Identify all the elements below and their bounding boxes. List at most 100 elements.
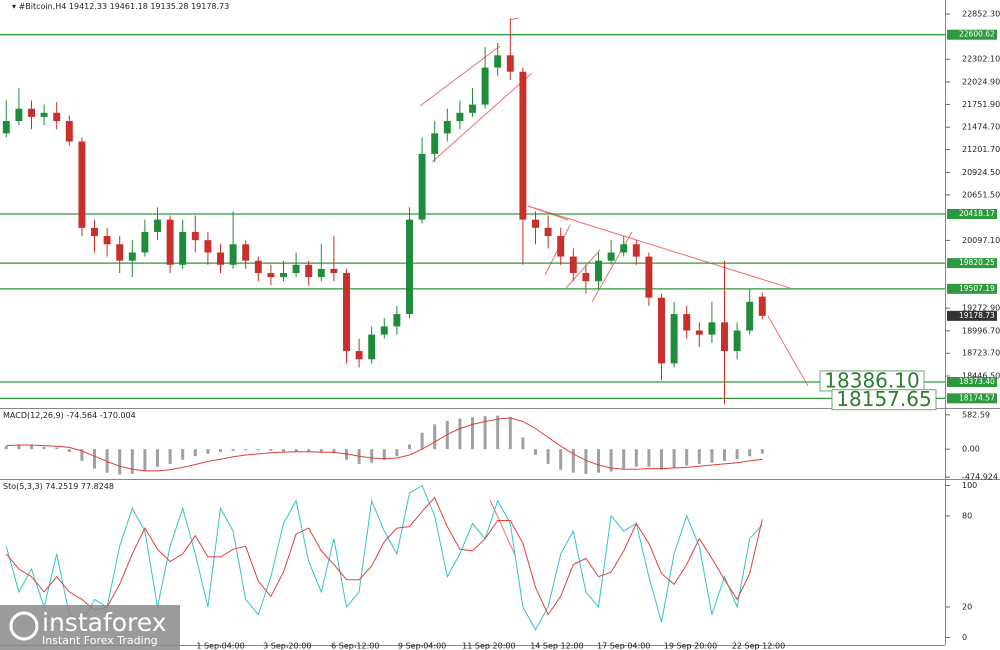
candle-body — [380, 326, 388, 335]
candle-body — [217, 252, 224, 265]
candle-body — [166, 219, 174, 265]
candle-body — [15, 108, 23, 122]
macd-bar — [496, 415, 500, 450]
macd-bar — [534, 449, 537, 456]
y-tick-label: 22302.10 — [962, 55, 1000, 64]
candle-body — [179, 231, 187, 265]
trend-line — [591, 231, 633, 303]
macd-bar — [244, 449, 248, 451]
candle-body — [607, 252, 615, 261]
y-tick-label: 80 — [962, 511, 972, 520]
macd-bar — [546, 449, 550, 464]
logo-icon — [9, 611, 39, 641]
trend-line — [565, 249, 601, 289]
trend-line — [419, 45, 501, 107]
candle-body — [191, 231, 199, 241]
y-tick-label: 20 — [962, 603, 972, 612]
macd-signal-line — [6, 417, 763, 472]
candle-body — [469, 104, 476, 113]
stoch-signal-last: 77.8248 — [81, 482, 114, 491]
macd-bar — [408, 444, 411, 450]
x-tick-label: 3 Sep 20:00 — [263, 642, 311, 650]
macd-bar — [332, 449, 336, 454]
dropdown-icon: ▾ — [12, 2, 19, 11]
level-tag — [947, 209, 997, 220]
macd-bar — [647, 449, 651, 467]
level-label: 20418.17 — [959, 209, 995, 218]
candle-body — [229, 244, 237, 265]
candle-body — [532, 219, 539, 228]
candle-body — [645, 256, 653, 298]
price-annotation: 18386.10 — [824, 368, 919, 392]
trend-line — [431, 72, 533, 163]
macd-bar — [571, 449, 575, 473]
candle-body — [418, 153, 426, 220]
y-tick-label: 22024.90 — [962, 78, 1000, 87]
y-tick-label: 21201.70 — [962, 145, 1000, 154]
trend-line — [489, 499, 516, 556]
candle-body — [128, 252, 136, 261]
macd-bar — [634, 449, 638, 467]
candle-body — [154, 219, 161, 232]
y-tick-label: 18446.50 — [962, 371, 1000, 380]
candle-body — [254, 260, 262, 274]
macd-bar — [345, 449, 348, 460]
macd-bar — [420, 432, 424, 450]
macd-bar — [206, 449, 210, 454]
macd-signal-last: -170.004 — [100, 411, 136, 420]
candle-body — [708, 322, 716, 335]
candle-body — [519, 71, 527, 220]
macd-bar — [672, 449, 676, 468]
candle-body — [103, 236, 111, 245]
y-tick-label: 22852.30 — [962, 10, 1000, 19]
trend-line — [767, 315, 809, 387]
y-tick-label: 21474.70 — [962, 123, 1000, 132]
macd-bar — [735, 449, 739, 460]
macd-bar — [597, 449, 600, 473]
candle-body — [116, 244, 124, 261]
macd-bar — [231, 449, 235, 451]
macd-bar — [269, 449, 273, 451]
candle-body — [443, 121, 451, 134]
level-label: 19820.25 — [959, 258, 995, 267]
level-tag — [947, 29, 997, 40]
price-annotation-box — [831, 389, 937, 411]
macd-header: MACD(12,26,9) -74.564 -170.004 — [3, 411, 136, 420]
stoch-title: Sto(5,3,3) — [3, 482, 43, 491]
macd-bar — [67, 449, 71, 453]
level-label: 18373.40 — [959, 377, 995, 386]
macd-bar — [219, 449, 222, 453]
candle-body — [53, 112, 61, 122]
x-tick-label: 11 Sep 20:00 — [462, 642, 515, 650]
symbol: #Bitcoin,H4 — [19, 2, 67, 11]
candle-body — [292, 264, 300, 274]
macd-bar — [319, 449, 323, 453]
macd-bar — [93, 449, 96, 469]
macd-bar — [584, 449, 588, 474]
logo-tagline: Instant Forex Trading — [42, 634, 158, 647]
macd-bar — [697, 449, 701, 464]
y-tick-label: 582.59 — [962, 410, 990, 419]
y-tick-label: 19272.90 — [962, 304, 1000, 313]
x-tick-label: 1 Sep 04:00 — [196, 642, 244, 650]
current-price-tag — [947, 310, 997, 321]
level-label: 19507.19 — [959, 284, 995, 293]
candle-body — [141, 231, 149, 253]
trend-line — [527, 205, 569, 221]
x-tick-label: 9 Sep 04:00 — [398, 642, 446, 650]
macd-bar — [294, 449, 298, 452]
macd-bar — [760, 449, 764, 454]
trend-line — [527, 205, 791, 289]
candle-body — [506, 55, 514, 72]
macd-bar — [710, 449, 714, 463]
macd-bar — [660, 449, 663, 470]
last-high: 19461.18 — [110, 2, 148, 11]
y-tick-label: 100 — [962, 481, 977, 490]
y-tick-label: 20651.50 — [962, 190, 1000, 199]
candle-body — [683, 314, 691, 331]
last-open: 19412.33 — [69, 2, 107, 11]
last-close: 19178.73 — [191, 2, 229, 11]
candle-body — [280, 273, 287, 278]
candle-body — [78, 141, 86, 228]
candle-body — [632, 244, 640, 257]
